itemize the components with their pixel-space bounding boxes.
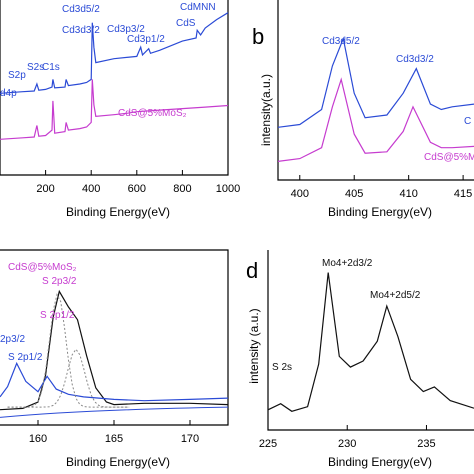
panel-a-xtick-label-4: 1000 — [216, 183, 240, 195]
a-ann-cd3d32: Cd3d3/2 — [62, 25, 100, 36]
panel-c-series-line-0 — [0, 289, 229, 411]
panel-d-xlabel: Binding Energy(eV) — [328, 455, 432, 469]
a-ann-composite: CdS@5%MoS₂ — [118, 108, 187, 119]
a-ann-cd3d52: Cd3d5/2 — [62, 4, 100, 15]
panel-d-xtick-label-2: 235 — [417, 438, 435, 450]
panel-b-letter: b — [252, 24, 264, 49]
panel-a-series-line-0 — [0, 12, 229, 94]
c-ann-composite: CdS@5%MoS₂ — [8, 262, 77, 273]
panel-c-series-line-1 — [0, 361, 229, 402]
panel-c-xtick-label-2: 170 — [181, 433, 199, 445]
b-ann-cd3d32: Cd3d3/2 — [396, 54, 434, 65]
panel-d-series-line-0 — [267, 272, 474, 412]
panel-b-xticks: 400 405 410 415 — [291, 175, 472, 200]
c-ann-s2p12-m: S 2p1/2 — [40, 310, 75, 321]
c-ann-s2p32-m: S 2p3/2 — [42, 276, 77, 287]
d-ann-mo52: Mo4+2d5/2 — [370, 290, 421, 301]
panel-d-xtick-label-0: 225 — [259, 438, 277, 450]
panel-a: 200 400 600 800 1000 Binding Energy(eV) Cd3d… — [0, 0, 240, 219]
panel-b: 400 405 410 415 b intensity(a.u.) Binding E… — [252, 0, 474, 219]
a-ann-s2p: S2p — [8, 70, 26, 81]
d-ann-s2s: S 2s — [272, 362, 292, 373]
panel-c-xticks: 160 165 170 — [29, 420, 199, 445]
c-ann-s2p12-b: S 2p1/2 — [8, 352, 43, 363]
panel-a-xtick-label-2: 600 — [128, 183, 146, 195]
panel-a-xlabel: Binding Energy(eV) — [66, 205, 170, 219]
panel-d-letter: d — [246, 258, 258, 283]
panel-c-xlabel: Binding Energy(eV) — [66, 455, 170, 469]
a-ann-d4p: d4p — [0, 88, 17, 99]
panel-c-baseline — [0, 406, 229, 418]
panel-d-xticks: 225 230 235 — [259, 425, 436, 450]
panel-c-series — [0, 289, 229, 418]
panel-b-xlabel: Binding Energy(eV) — [328, 205, 432, 219]
a-ann-s2s: S2s — [27, 62, 44, 73]
panel-b-ylabel: intensity(a.u.) — [259, 74, 273, 146]
c-ann-s2p32-b: 2p3/2 — [0, 334, 25, 345]
panel-d-axes — [267, 250, 474, 431]
a-ann-c1s: C1s — [42, 62, 60, 73]
panel-b-xtick-label-1: 405 — [345, 188, 363, 200]
a-ann-cds: CdS — [176, 18, 196, 29]
panel-b-xtick-label-0: 400 — [291, 188, 309, 200]
panel-c: 160 165 170 Binding Energy(eV) CdS@5%MoS₂ … — [0, 249, 229, 469]
b-ann-cd3d52: Cd3d5/2 — [322, 36, 360, 47]
panel-b-series — [277, 36, 474, 162]
panel-a-series — [0, 12, 229, 140]
panel-b-xtick-label-2: 410 — [399, 188, 417, 200]
a-ann-cdmnn: CdMNN — [180, 2, 216, 13]
panel-d: 225 230 235 d intensity (a.u.) Binding Ene… — [246, 250, 474, 469]
panel-b-series-line-0 — [277, 36, 474, 128]
a-ann-cd3p32: Cd3p3/2 — [107, 24, 145, 35]
panel-c-xtick-label-0: 160 — [29, 433, 47, 445]
panel-b-xtick-label-3: 415 — [454, 188, 472, 200]
panel-a-xtick-label-1: 400 — [82, 183, 100, 195]
panel-c-xtick-label-1: 165 — [105, 433, 123, 445]
panel-d-xtick-label-1: 230 — [338, 438, 356, 450]
panel-a-xtick-label-0: 200 — [36, 183, 54, 195]
panel-b-series-line-1 — [277, 77, 474, 162]
panel-a-xticks: 200 400 600 800 1000 — [36, 170, 240, 195]
panel-a-axes — [0, 0, 229, 176]
b-ann-composite: CdS@5%Mo — [424, 152, 474, 163]
panel-a-xtick-label-3: 800 — [173, 183, 191, 195]
panel-d-series — [267, 272, 474, 412]
panel-a-series-line-1 — [0, 79, 229, 140]
panel-c-fit-component-1 — [7, 348, 130, 408]
panel-d-ylabel: intensity (a.u.) — [247, 308, 261, 383]
a-ann-cd3p12: Cd3p1/2 — [127, 34, 165, 45]
d-ann-mo32: Mo4+2d3/2 — [322, 258, 373, 269]
b-ann-cut: C — [464, 116, 471, 127]
